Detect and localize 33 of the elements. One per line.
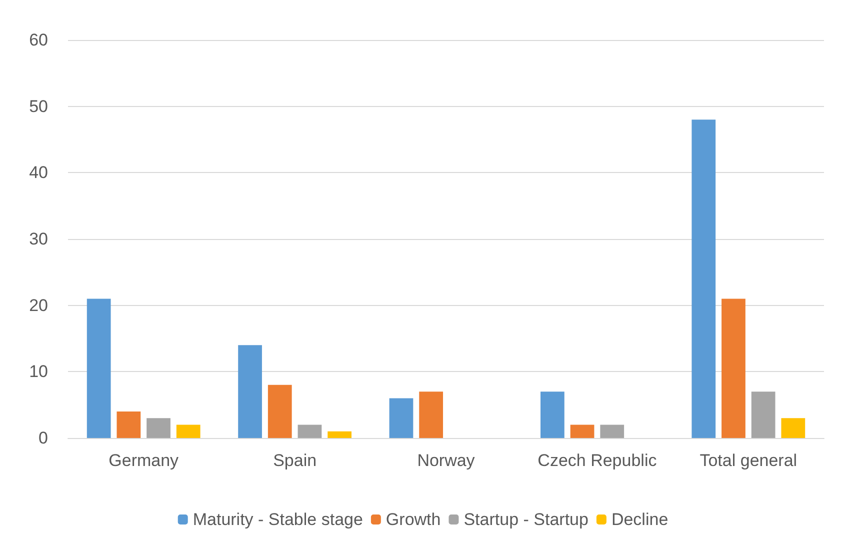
x-tick-label: Norway — [417, 451, 476, 470]
bar — [781, 418, 806, 438]
bar — [692, 120, 716, 438]
legend-label: Growth — [386, 510, 441, 529]
y-tick-label: 20 — [29, 296, 48, 315]
bar — [238, 345, 262, 438]
bar — [146, 418, 170, 438]
y-tick-label: 40 — [29, 163, 48, 182]
bar — [419, 392, 444, 438]
bar — [86, 298, 111, 438]
legend-label: Startup - Startup — [464, 510, 588, 529]
bar — [600, 424, 624, 438]
bar — [298, 424, 322, 438]
y-tick-label: 50 — [29, 96, 48, 116]
bar — [570, 424, 594, 438]
bar — [751, 392, 776, 438]
bar — [389, 398, 414, 438]
y-tick-label: 30 — [29, 230, 48, 248]
legend-label: Maturity - Stable stage — [192, 510, 363, 529]
bar — [328, 431, 352, 438]
bar — [176, 424, 200, 438]
bar — [116, 411, 141, 438]
bar — [722, 298, 746, 438]
bar — [268, 384, 292, 438]
y-tick-label: 10 — [29, 362, 48, 382]
x-tick-label: Czech Republic — [538, 451, 658, 470]
bar — [540, 392, 564, 438]
legend-label: Decline — [611, 510, 668, 529]
y-tick-label: 0 — [38, 428, 48, 448]
x-tick-label: Total general — [700, 451, 798, 470]
x-tick-label: Germany — [108, 451, 180, 470]
y-tick-label: 60 — [29, 30, 48, 50]
x-tick-label: Spain — [273, 451, 317, 470]
